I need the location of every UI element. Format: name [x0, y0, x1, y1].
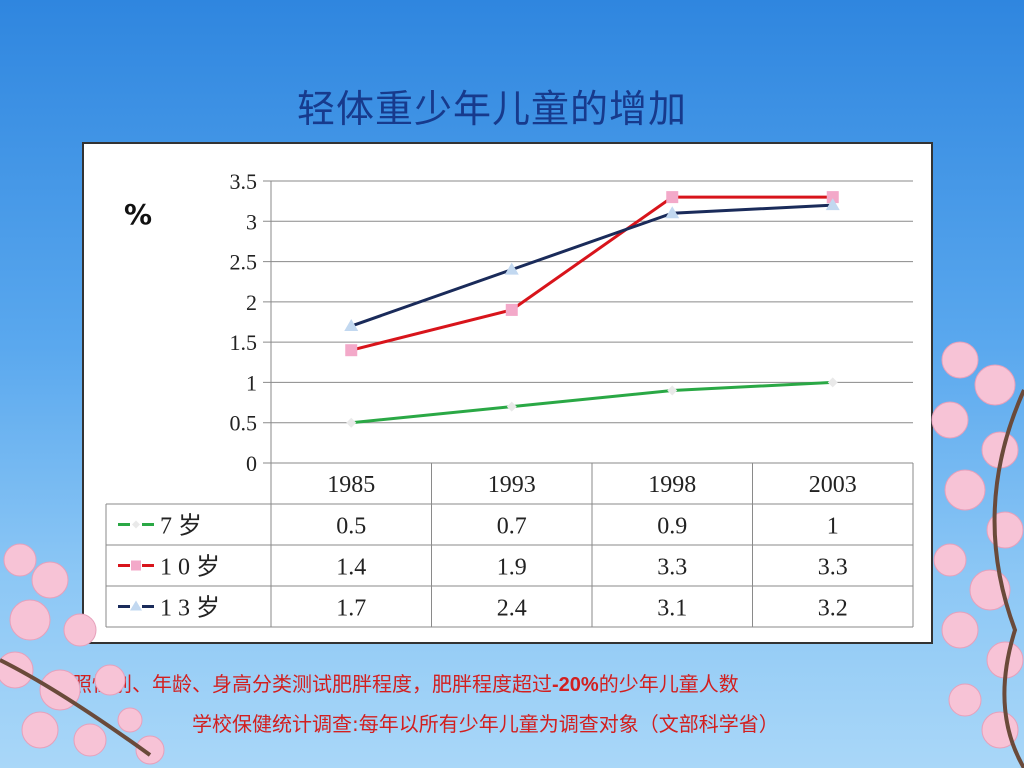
- series-line: [351, 380, 833, 425]
- data-point-marker: [345, 344, 358, 357]
- slide-title: 轻体重少年儿童的增加: [296, 87, 687, 131]
- x-category-label: 1998: [648, 472, 696, 498]
- footnote-part-b: -20%: [552, 674, 599, 696]
- data-point-marker: [346, 417, 357, 428]
- table-value-cell: 1.4: [336, 555, 366, 581]
- line-chart: 0 0.5 1 1.5 2 2.5 3 3.5 1985 1993 1998 2003 7 岁 0.5 0.…: [105, 169, 914, 628]
- series-line: [350, 203, 833, 328]
- footnote-line-2: 学校保健统计调查:每年以所有少年儿童为调查对象（文部科学省）: [192, 712, 779, 736]
- unit-label: %: [124, 198, 153, 231]
- data-point-marker: [827, 377, 838, 388]
- series-line: [350, 195, 833, 352]
- table-value-cell: 1.7: [336, 596, 366, 622]
- data-point-marker: [825, 198, 840, 211]
- legend-key-marker: [131, 560, 141, 571]
- blossom-left-decoration: [0, 543, 165, 765]
- x-category-label: 1993: [488, 472, 536, 498]
- table-value-cell: 3.1: [657, 596, 687, 622]
- data-point-marker: [667, 385, 678, 396]
- data-point-marker: [344, 319, 359, 332]
- legend-key-marker: [130, 600, 142, 611]
- data-point-marker: [506, 401, 517, 412]
- footnote-part-a: 按照性别、年龄、身高分类测试肥胖程度，肥胖程度超过: [52, 672, 552, 696]
- y-tick-label: 2: [246, 290, 257, 315]
- legend-series-name: 7 岁: [160, 513, 202, 540]
- table-value-cell: 3.3: [657, 555, 687, 581]
- x-category-label: 1985: [327, 472, 375, 498]
- table-value-cell: 1.9: [497, 555, 527, 581]
- y-tick-label: 0: [246, 451, 257, 476]
- blossom-right-decoration: [931, 341, 1024, 768]
- data-point-marker: [504, 262, 519, 275]
- table-value-cell: 3.3: [818, 555, 848, 581]
- y-tick-label: 1: [246, 370, 257, 395]
- x-category-label: 2003: [809, 472, 857, 498]
- y-tick-label: 2.5: [230, 250, 258, 275]
- data-point-marker: [665, 206, 680, 219]
- table-value-cell: 0.7: [497, 514, 527, 540]
- legend-key-marker: [132, 520, 140, 529]
- legend-series-name: 1 0 岁: [160, 554, 220, 581]
- table-value-cell: 0.5: [336, 514, 366, 540]
- y-tick-label: 3: [246, 209, 257, 234]
- data-point-marker: [826, 191, 839, 204]
- legend-series-name: 1 3 岁: [160, 595, 220, 622]
- table-value-cell: 2.4: [497, 596, 527, 622]
- table-value-cell: 0.9: [657, 514, 687, 540]
- y-tick-label: 0.5: [230, 411, 258, 436]
- table-value-cell: 3.2: [818, 596, 848, 622]
- y-tick-label: 1.5: [230, 330, 258, 355]
- chart-panel: 0 0.5 1 1.5 2 2.5 3 3.5 1985 1993 1998 2003 7 岁 0.5 0.…: [82, 142, 933, 644]
- table-value-cell: 1: [827, 514, 839, 540]
- data-point-marker: [666, 191, 679, 204]
- footnote-part-c: 的少年儿童人数: [598, 672, 739, 696]
- data-point-marker: [505, 303, 518, 316]
- footnote-line-1: 按照性别、年龄、身高分类测试肥胖程度，肥胖程度超过-20%的少年儿童人数: [52, 668, 739, 697]
- y-tick-label: 3.5: [230, 169, 258, 194]
